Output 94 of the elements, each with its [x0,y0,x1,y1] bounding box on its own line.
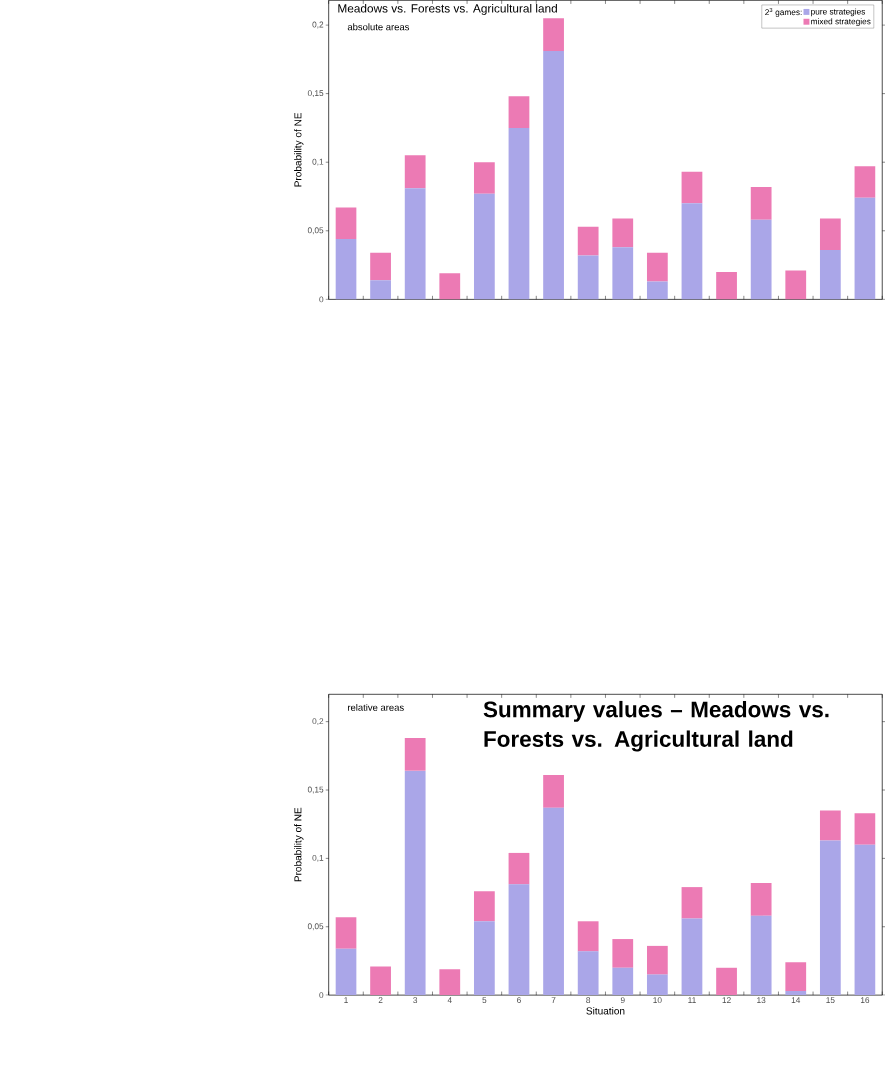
text: relative areas [347,703,404,711]
bar [577,255,599,300]
bar [542,774,564,808]
x-tick-label: 11 [688,997,696,1003]
bar [369,252,391,281]
bar [681,171,703,204]
bar [404,770,426,996]
bar [681,918,703,996]
bar [404,188,426,300]
legend-title: 2$^{3}$ games: [764,7,802,17]
bar [750,915,772,996]
y-tick-label: 0 [319,296,324,303]
y-tick-label: 0,15 [307,786,324,794]
y-axis-title: Probability of NE [293,112,304,187]
bar [577,921,599,952]
bar [785,270,806,300]
bar [681,203,703,300]
x-tick-label: 16 [860,997,869,1004]
bar [335,207,357,240]
bar [335,948,357,996]
x-tick-label: 12 [722,997,731,1003]
x-tick-label: 3 [412,997,417,1004]
chart-title: Meadows vs. Forests vs. Agricultural land [338,3,557,15]
y-axis-title: Probability of NE [293,807,304,882]
bar [646,974,668,996]
bar [335,239,357,300]
bar [819,810,841,841]
y-tick-label: 0,15 [307,90,324,98]
bar [404,738,426,771]
bar [646,252,668,282]
bar [715,967,737,996]
bar [577,951,599,996]
bar [473,891,495,922]
bar [750,186,772,220]
bar [785,962,806,992]
bar [577,226,599,256]
x-axis-title: Situation [586,1007,625,1015]
y-tick-label: 0 [319,992,324,999]
bar [819,218,841,250]
bar [612,218,633,248]
x-tick-label: 4 [447,997,452,1003]
bar [681,887,703,919]
annotation: Summary values – Meadows vs. Forests vs. Agricultural land [483,700,829,752]
bar [439,969,460,996]
y-tick-label: 0,2 [312,21,323,29]
bar [404,155,426,189]
bar [473,921,495,996]
x-tick-label: 9 [620,997,625,1004]
bar [508,852,530,885]
bar [369,280,391,300]
x-tick-label: 13 [756,997,766,1004]
bar [854,844,876,996]
bar [646,945,668,975]
bar [750,219,772,300]
bar [854,813,876,845]
bar [542,51,564,300]
x-tick-label: 2 [378,997,383,1003]
x-tick-label: 5 [482,997,487,1003]
bar [473,162,495,194]
y-tick-label: 0,2 [312,718,323,726]
bar [542,18,564,52]
bar [854,166,876,198]
x-tick-label: 10 [653,997,662,1004]
x-tick-label: 8 [586,997,590,1004]
x-tick-label: 15 [826,997,835,1003]
bar [473,193,495,300]
x-tick-label: 1 [344,997,348,1003]
bar [819,249,841,300]
bar [612,247,633,300]
y-tick-label: 0,1 [312,854,323,862]
bar [612,939,633,968]
x-tick-label: 6 [516,997,521,1004]
bar [508,96,530,128]
y-tick-label: 0,05 [307,227,324,235]
bar [335,917,357,949]
text: absolute areas [347,23,409,31]
y-tick-label: 0,1 [312,158,323,166]
bar [646,281,668,300]
bar [854,197,876,300]
x-tick-label: 14 [791,997,800,1003]
bar [369,966,391,996]
bar [542,807,564,996]
y-tick-label: 0,05 [307,923,324,931]
legend-label: mixed strategies [810,18,871,27]
bar [750,883,772,916]
x-tick-label: 7 [551,997,556,1003]
bar [508,127,530,300]
bar [785,991,806,996]
bar [612,967,633,996]
bar [715,271,737,300]
legend-label: pure strategies [810,8,865,17]
bar [508,884,530,996]
bar [819,840,841,996]
bar [439,273,460,300]
